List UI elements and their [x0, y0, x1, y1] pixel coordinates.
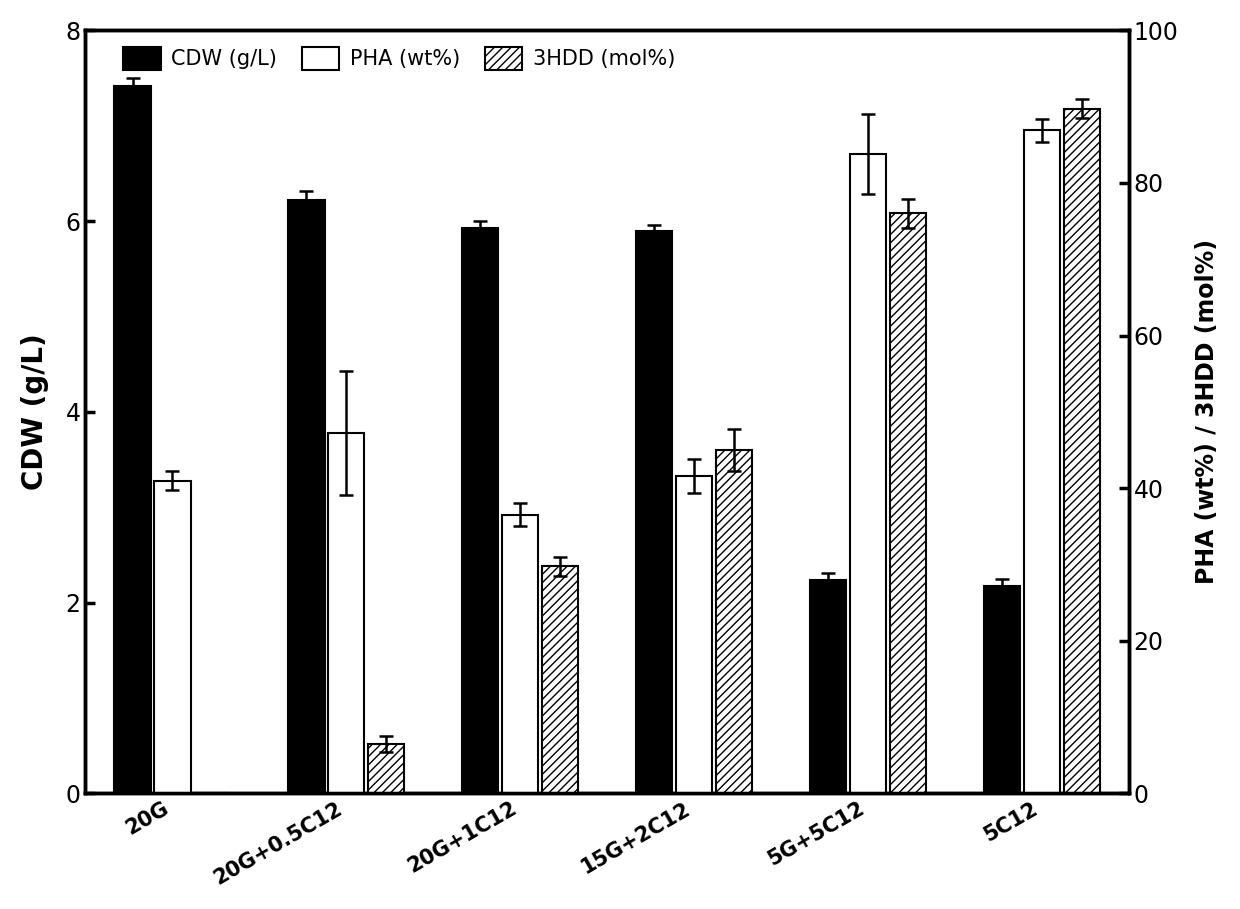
Bar — [1064, 108, 1100, 794]
Bar — [368, 744, 404, 794]
Bar — [889, 214, 926, 794]
Bar — [810, 580, 846, 794]
Bar — [1024, 131, 1060, 794]
Bar — [715, 450, 751, 794]
Bar — [463, 228, 498, 794]
Y-axis label: PHA (wt%) / 3HDD (mol%): PHA (wt%) / 3HDD (mol%) — [1195, 239, 1219, 584]
Bar — [542, 566, 578, 794]
Bar — [849, 155, 887, 794]
Bar — [114, 85, 151, 794]
Bar — [329, 433, 365, 794]
Y-axis label: CDW (g/L): CDW (g/L) — [21, 334, 48, 490]
Bar — [154, 481, 191, 794]
Bar — [636, 231, 672, 794]
Bar — [676, 475, 712, 794]
Legend: CDW (g/L), PHA (wt%), 3HDD (mol%): CDW (g/L), PHA (wt%), 3HDD (mol%) — [117, 41, 682, 76]
Bar — [289, 200, 325, 794]
Bar — [502, 514, 538, 794]
Bar — [983, 585, 1021, 794]
